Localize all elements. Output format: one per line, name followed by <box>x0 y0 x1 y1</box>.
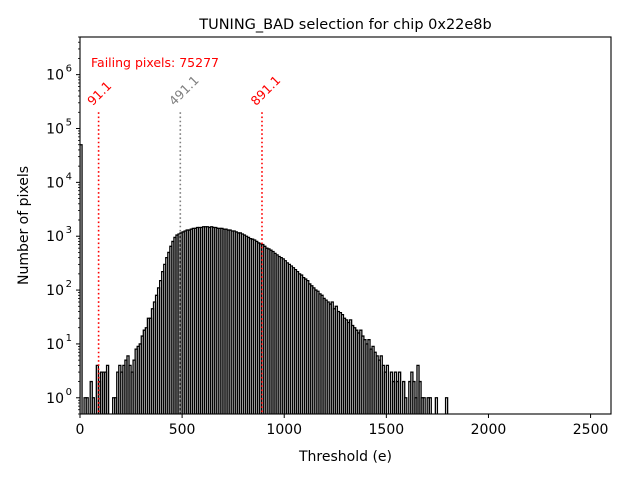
histogram-bins <box>80 144 449 414</box>
y-tick-label: 10 <box>46 229 64 245</box>
histogram-bin <box>397 371 402 414</box>
y-tick-label: 10 <box>46 391 64 407</box>
y-tick-label: 10 <box>46 175 64 191</box>
x-tick-label: 2500 <box>573 422 609 438</box>
y-tick-label: 10 <box>46 122 64 138</box>
axes-frame <box>79 36 612 415</box>
x-tick-label: 1500 <box>369 422 405 438</box>
plot-area <box>80 144 449 414</box>
histogram-bin <box>80 144 83 414</box>
x-tick-label: 2000 <box>471 422 507 438</box>
histogram-bin <box>91 397 95 414</box>
y-tick-exponent: 1 <box>66 333 72 344</box>
histogram-bin <box>428 397 432 414</box>
failing-pixels-label: Failing pixels: 75277 <box>91 55 219 70</box>
histogram-bin <box>385 364 390 414</box>
threshold-line-label: 891.1 <box>248 72 284 108</box>
y-tick-exponent: 5 <box>66 118 72 129</box>
y-tick-label: 10 <box>46 283 64 299</box>
x-axis-label: Threshold (e) <box>298 449 392 465</box>
y-tick-exponent: 4 <box>66 171 72 182</box>
threshold-line-label: 491.1 <box>166 72 202 108</box>
histogram-bin <box>444 397 449 414</box>
x-tick-label: 1000 <box>266 422 302 438</box>
y-tick-exponent: 6 <box>66 64 72 75</box>
y-tick-label: 10 <box>46 337 64 353</box>
y-tick-label: 10 <box>46 68 64 84</box>
histogram-bin <box>404 397 408 414</box>
threshold-line-label: 91.1 <box>84 78 114 108</box>
histogram-bin <box>422 397 426 414</box>
chart-title: TUNING_BAD selection for chip 0x22e8b <box>198 17 492 33</box>
histogram-bin <box>85 397 89 414</box>
y-tick-exponent: 2 <box>66 279 72 290</box>
histogram-bin <box>105 364 110 414</box>
y-tick-exponent: 0 <box>66 387 72 398</box>
x-tick-label: 500 <box>169 422 196 438</box>
x-tick-label: 0 <box>76 422 85 438</box>
y-axis-label: Number of pixels <box>16 166 32 285</box>
y-tick-exponent: 3 <box>66 225 72 236</box>
histogram-bin <box>434 397 439 414</box>
